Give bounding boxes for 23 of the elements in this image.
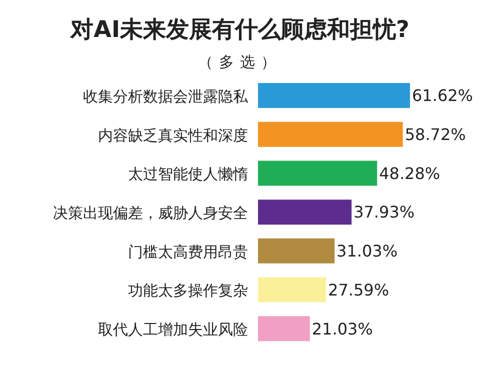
data-label: 31.03% (336, 242, 398, 261)
bar (258, 277, 326, 302)
bar (258, 160, 378, 186)
data-label: 37.93% (354, 202, 415, 222)
chart-subtitle: （多选） (197, 53, 283, 72)
y-tick-label: 内容缺乏真实性和深度 (98, 126, 248, 144)
data-label: 21.03% (312, 319, 373, 338)
bar (258, 82, 410, 108)
chart-title: 对AI未来发展有什么顾虑和担忧? (69, 16, 410, 45)
y-tick-label: 功能太多操作复杂 (128, 282, 248, 300)
y-tick-label: 太过智能使人懒惰 (128, 165, 248, 184)
bar (258, 122, 403, 147)
bar (258, 200, 352, 225)
data-label: 58.72% (404, 125, 466, 144)
bar (258, 316, 310, 342)
data-label: 48.28% (379, 164, 440, 183)
y-tick-label: 决策出现偏差，威胁人身安全 (53, 204, 248, 222)
bar (258, 238, 335, 264)
y-tick-label: 取代人工增加失业风险 (98, 320, 248, 339)
data-label: 61.62% (412, 86, 474, 106)
y-tick-label: 门槛太高费用昂贵 (128, 242, 248, 261)
data-label: 27.59% (328, 280, 390, 300)
y-tick-label: 收集分析数据会泄露隐私 (83, 87, 249, 106)
